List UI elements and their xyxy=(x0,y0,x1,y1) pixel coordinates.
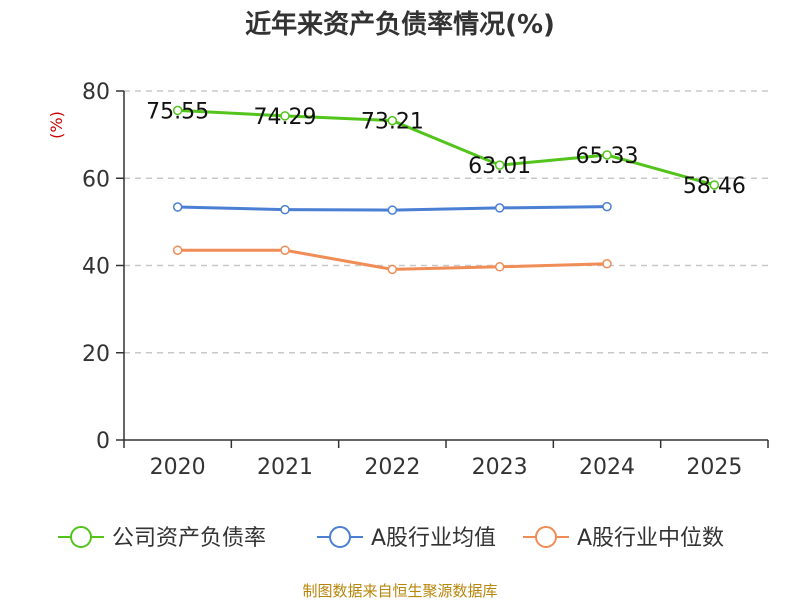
data-point xyxy=(494,262,505,272)
data-point xyxy=(280,204,290,215)
data-label: 74.29 xyxy=(254,105,317,130)
legend-label: A股行业均值 xyxy=(371,526,496,551)
data-point xyxy=(387,205,398,215)
data-point xyxy=(280,245,290,255)
legend-label: 公司资产负债率 xyxy=(112,526,266,551)
y-axis-unit-label: (%) xyxy=(47,111,66,139)
series-line-0 xyxy=(177,108,715,187)
legend-marker xyxy=(329,526,351,548)
data-label: 58.46 xyxy=(683,174,746,199)
legend-label: A股行业中位数 xyxy=(577,526,724,551)
x-tick-label: 2023 xyxy=(472,455,528,480)
x-tick-label: 2022 xyxy=(364,455,420,480)
data-point xyxy=(387,264,398,275)
data-point xyxy=(709,180,720,190)
x-tick-label: 2020 xyxy=(150,455,206,480)
data-label: 65.33 xyxy=(576,144,639,169)
y-tick-label: 60 xyxy=(82,167,110,192)
data-point xyxy=(602,259,612,269)
data-point xyxy=(494,160,505,170)
data-point xyxy=(172,105,183,116)
legend-marker xyxy=(535,526,557,548)
y-tick-label: 40 xyxy=(82,255,110,280)
data-point xyxy=(280,111,290,121)
data-point xyxy=(602,150,612,160)
data-label: 63.01 xyxy=(468,154,531,179)
y-tick-label: 80 xyxy=(82,80,110,105)
chart-title: 近年来资产负债率情况(%) xyxy=(245,9,555,40)
data-point xyxy=(172,202,183,212)
legend-marker xyxy=(70,526,92,548)
y-tick-label: 0 xyxy=(96,429,110,454)
source-note: 制图数据来自恒生聚源数据库 xyxy=(302,582,497,600)
y-tick-label: 20 xyxy=(82,342,110,367)
data-point xyxy=(494,203,505,213)
data-point xyxy=(602,201,612,212)
data-label: 75.55 xyxy=(146,99,209,124)
data-point xyxy=(172,245,183,255)
x-tick-label: 2021 xyxy=(257,455,313,480)
x-tick-label: 2025 xyxy=(686,455,742,480)
data-point xyxy=(387,115,398,126)
x-tick-label: 2024 xyxy=(579,455,635,480)
data-label: 73.21 xyxy=(361,110,424,135)
